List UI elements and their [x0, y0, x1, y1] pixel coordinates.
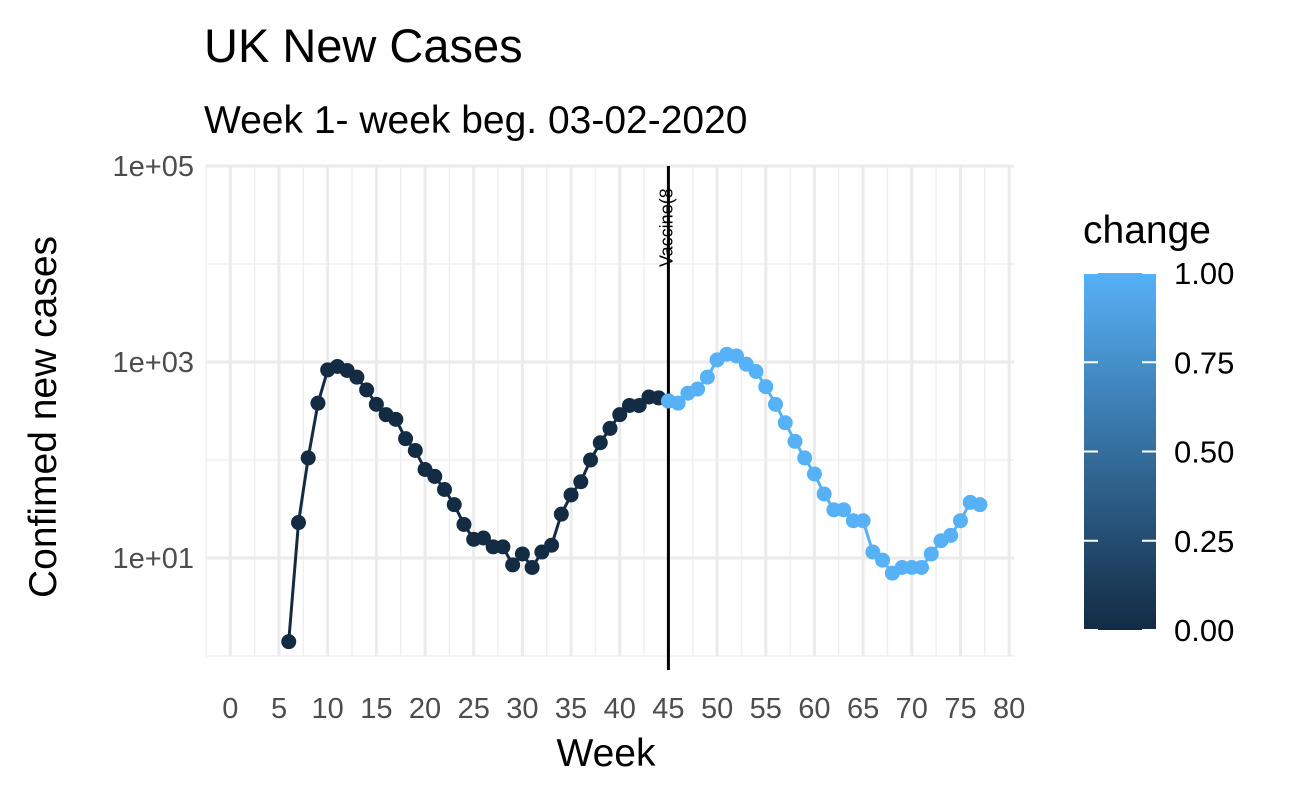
data-point: [914, 559, 930, 575]
x-tick-label: 80: [993, 693, 1025, 725]
x-tick-label: 15: [360, 693, 392, 725]
legend-label: 1.00: [1174, 256, 1234, 291]
data-point: [602, 420, 618, 436]
data-point: [514, 546, 530, 562]
legend: change 1.00 0.75 0.50 0.25 0.00: [1083, 209, 1234, 648]
data-point: [806, 466, 822, 482]
data-point: [446, 497, 462, 513]
series-group: [281, 346, 988, 650]
data-point: [855, 513, 871, 529]
vaccine-label: Vaccine(8: [656, 188, 676, 267]
series-line-before: [287, 365, 669, 642]
data-point: [816, 486, 832, 502]
legend-ticks: 1.00 0.75 0.50 0.25 0.00: [1084, 256, 1234, 648]
data-point: [573, 474, 589, 490]
data-point: [758, 379, 774, 395]
data-point: [524, 559, 540, 575]
x-tick-label: 40: [604, 693, 636, 725]
data-point: [456, 516, 472, 532]
y-axis-title: Confimed new cases: [22, 236, 65, 598]
data-point: [544, 537, 560, 553]
data-point: [427, 468, 443, 484]
data-point: [777, 415, 793, 431]
x-axis-title: Week: [557, 732, 656, 775]
data-point: [475, 530, 491, 546]
x-tick-label: 75: [944, 693, 976, 725]
data-point: [787, 433, 803, 449]
data-point: [748, 363, 764, 379]
chart-subtitle: Week 1- week beg. 03-02-2020: [204, 99, 747, 142]
data-point: [699, 369, 715, 385]
data-point: [612, 407, 628, 423]
x-tick-label: 65: [847, 693, 879, 725]
data-point: [300, 450, 316, 466]
x-axis-ticks: 0 5 10 15 20 25 30 35 40 45 50 55 60 65 70 75 80: [222, 693, 1025, 725]
legend-label: 0.75: [1174, 345, 1234, 380]
grid: [205, 164, 1014, 657]
data-point: [310, 395, 326, 411]
x-tick-label: 55: [750, 693, 782, 725]
data-point: [670, 395, 686, 411]
data-point: [281, 634, 297, 650]
data-point: [368, 396, 384, 412]
data-point: [495, 539, 511, 555]
data-point: [398, 431, 414, 447]
y-tick-label: 1e+01: [113, 543, 194, 575]
data-point: [388, 411, 404, 427]
legend-title: change: [1083, 209, 1211, 252]
x-tick-label: 30: [506, 693, 538, 725]
data-point: [952, 513, 968, 529]
x-tick-label: 50: [701, 693, 733, 725]
x-tick-label: 0: [222, 693, 238, 725]
chart-title: UK New Cases: [204, 19, 523, 72]
x-tick-label: 20: [409, 693, 441, 725]
data-point: [767, 396, 783, 412]
data-point: [631, 397, 647, 413]
vaccine-line-group: Vaccine(8: [656, 166, 676, 670]
legend-label: 0.25: [1174, 524, 1234, 559]
y-tick-label: 1e+05: [113, 151, 194, 183]
data-point: [563, 487, 579, 503]
data-point: [583, 452, 599, 468]
data-point: [437, 482, 453, 498]
x-tick-label: 70: [896, 693, 928, 725]
legend-label: 0.00: [1174, 613, 1234, 648]
data-point: [359, 382, 375, 398]
data-point: [505, 557, 521, 573]
x-tick-label: 45: [652, 693, 684, 725]
x-tick-label: 35: [555, 693, 587, 725]
data-point: [943, 527, 959, 543]
x-tick-label: 10: [312, 693, 344, 725]
data-point: [407, 443, 423, 459]
data-point: [875, 552, 891, 568]
data-point: [972, 497, 988, 513]
y-axis-ticks: 1e+01 1e+03 1e+05: [113, 151, 194, 575]
data-point: [923, 546, 939, 562]
data-point: [349, 369, 365, 385]
data-point: [797, 450, 813, 466]
series-line-after: [668, 352, 981, 575]
data-point: [290, 515, 306, 531]
x-tick-label: 5: [271, 693, 287, 725]
x-tick-label: 60: [798, 693, 830, 725]
y-tick-label: 1e+03: [113, 347, 194, 379]
legend-label: 0.50: [1174, 435, 1234, 470]
data-point: [836, 502, 852, 518]
data-point: [592, 435, 608, 451]
data-point: [690, 381, 706, 397]
x-tick-label: 25: [458, 693, 490, 725]
data-point: [553, 506, 569, 522]
